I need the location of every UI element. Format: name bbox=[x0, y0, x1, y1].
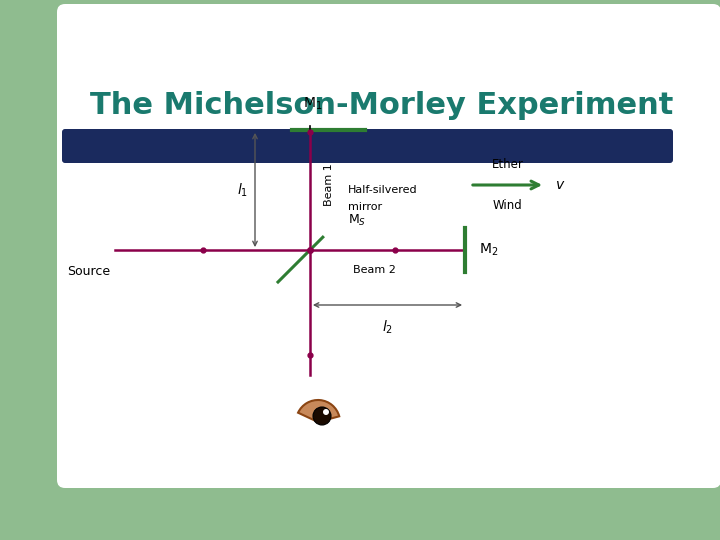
FancyBboxPatch shape bbox=[62, 129, 673, 163]
Text: $l_2$: $l_2$ bbox=[382, 319, 393, 336]
Text: M$_S$: M$_S$ bbox=[348, 213, 366, 228]
Circle shape bbox=[323, 409, 329, 415]
Text: Half-silvered: Half-silvered bbox=[348, 185, 418, 195]
Text: Source: Source bbox=[67, 265, 110, 278]
Text: $l_1$: $l_1$ bbox=[238, 181, 248, 199]
Text: The Michelson-Morley Experiment: The Michelson-Morley Experiment bbox=[90, 91, 673, 119]
Text: M$_1$: M$_1$ bbox=[303, 96, 323, 112]
Circle shape bbox=[313, 407, 331, 425]
Text: M$_2$: M$_2$ bbox=[479, 242, 498, 258]
Text: Beam 1: Beam 1 bbox=[324, 164, 334, 206]
Text: mirror: mirror bbox=[348, 202, 382, 212]
Text: $v$: $v$ bbox=[555, 178, 565, 192]
Wedge shape bbox=[298, 400, 339, 422]
FancyBboxPatch shape bbox=[57, 4, 720, 488]
Text: Wind: Wind bbox=[492, 199, 523, 212]
Text: Ether: Ether bbox=[492, 158, 523, 171]
Text: Beam 2: Beam 2 bbox=[354, 265, 396, 275]
